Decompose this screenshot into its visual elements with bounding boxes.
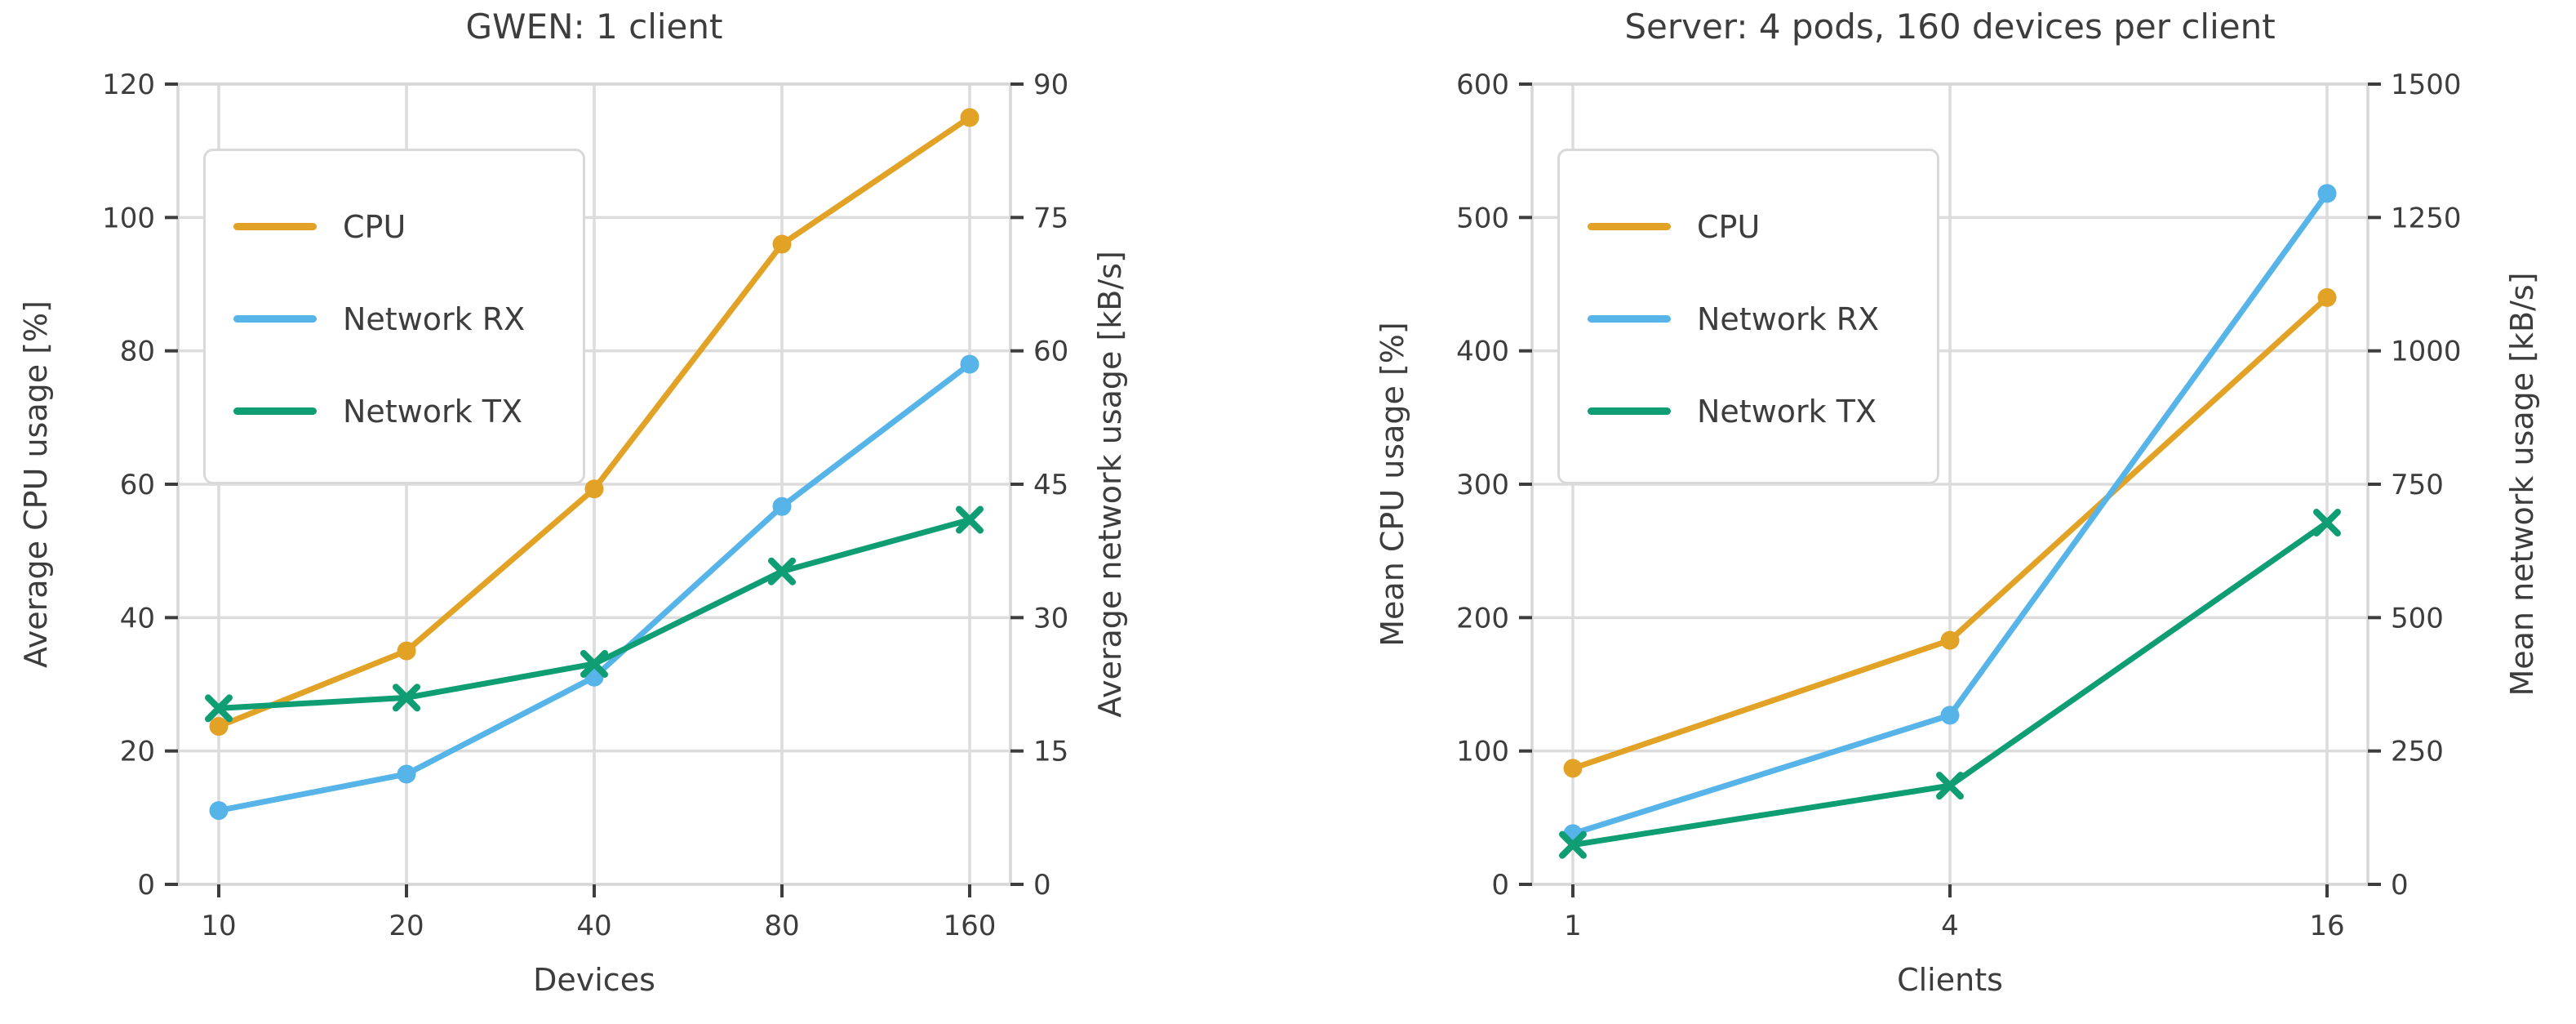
x-axis-tick-label: 4	[1941, 910, 1959, 942]
y-axis-tick-label-right: 75	[1033, 202, 1068, 234]
y-axis-tick-label-left: 300	[1456, 469, 1509, 501]
data-point-marker	[1940, 706, 1960, 725]
y-axis-tick-label-left: 40	[120, 602, 155, 634]
y-axis-tick-label-right: 0	[1033, 869, 1051, 902]
chart-right-ylabel-left: Mean CPU usage [%]	[1375, 322, 1410, 647]
y-axis-tick-label-left: 0	[1491, 869, 1509, 902]
y-axis-tick-label-left: 200	[1456, 602, 1509, 634]
legend-label: CPU	[1697, 208, 1761, 245]
data-point-marker	[397, 641, 416, 661]
y-axis-tick-label-left: 400	[1456, 336, 1509, 368]
data-point-marker	[1940, 630, 1960, 650]
data-point-marker-x	[580, 649, 608, 678]
data-point-marker-x	[393, 683, 420, 712]
data-point-marker-x	[2313, 509, 2341, 537]
x-axis-tick-label: 16	[2309, 910, 2344, 942]
y-axis-tick-label-left: 500	[1456, 202, 1509, 234]
y-axis-tick-label-right: 90	[1033, 69, 1068, 101]
y-axis-tick-label-left: 600	[1456, 69, 1509, 101]
y-axis-tick-label-left: 20	[120, 736, 155, 768]
data-point-marker	[2317, 184, 2337, 203]
chart-right-title: Server: 4 pods, 160 devices per client	[1624, 7, 2276, 47]
data-point-marker	[209, 801, 229, 821]
data-point-marker	[584, 479, 604, 499]
y-axis-tick-label-right: 500	[2391, 602, 2444, 634]
y-axis-tick-label-right: 1500	[2391, 69, 2462, 101]
x-axis-tick-label: 80	[764, 910, 799, 942]
legend-swatch-network-rx	[1588, 315, 1671, 323]
y-axis-tick-label-right: 45	[1033, 469, 1068, 501]
y-axis-tick-label-right: 15	[1033, 736, 1068, 768]
data-point-marker	[209, 716, 229, 736]
legend-item: Network TX	[1588, 365, 1937, 457]
x-axis-tick-label: 40	[576, 910, 611, 942]
data-point-marker-x	[1559, 830, 1587, 859]
chart-left-title: GWEN: 1 client	[465, 7, 723, 47]
data-point-marker	[397, 764, 416, 784]
y-axis-tick-label-left: 120	[102, 69, 155, 101]
legend-label: CPU	[343, 208, 406, 245]
data-point-marker-x	[205, 694, 233, 723]
data-point-marker	[772, 496, 792, 516]
legend: CPU Network RX Network TX	[1557, 149, 1939, 484]
chart-left-ylabel-right: Average network usage [kB/s]	[1092, 251, 1128, 718]
legend-item: Network TX	[233, 365, 583, 457]
legend-label: Network TX	[343, 393, 522, 430]
data-point-marker	[2317, 287, 2337, 307]
y-axis-tick-label-left: 0	[137, 869, 155, 902]
y-axis-tick-label-right: 1000	[2391, 336, 2462, 368]
data-point-marker	[960, 108, 979, 127]
y-axis-tick-label-right: 30	[1033, 602, 1068, 634]
y-axis-tick-label-right: 1250	[2391, 202, 2462, 234]
data-point-marker-x	[1936, 772, 1964, 800]
y-axis-tick-label-left: 80	[120, 336, 155, 368]
chart-left-xlabel: Devices	[533, 962, 655, 998]
legend-item: Network RX	[233, 273, 583, 365]
legend-label: Network RX	[1697, 301, 1880, 337]
legend-swatch-network-rx	[233, 315, 317, 323]
x-axis-tick-label: 160	[944, 910, 997, 942]
data-point-marker	[1563, 759, 1583, 778]
legend-label: Network RX	[343, 301, 526, 337]
x-axis-tick-label: 10	[201, 910, 236, 942]
y-axis-tick-label-left: 100	[102, 202, 155, 234]
y-axis-tick-label-right: 250	[2391, 736, 2444, 768]
legend-swatch-cpu	[1588, 223, 1671, 230]
legend-swatch-network-tx	[233, 407, 317, 415]
y-axis-tick-label-right: 60	[1033, 336, 1068, 368]
data-point-marker-x	[768, 557, 796, 585]
y-axis-tick-label-left: 60	[120, 469, 155, 501]
y-axis-tick-label-right: 0	[2391, 869, 2409, 902]
data-point-marker-x	[956, 505, 984, 534]
legend-label: Network TX	[1697, 393, 1876, 430]
legend-item: Network RX	[1588, 273, 1937, 365]
chart-left-ylabel-left: Average CPU usage [%]	[18, 301, 54, 668]
legend-swatch-network-tx	[1588, 407, 1671, 415]
data-point-marker	[960, 354, 979, 374]
legend: CPU Network RX Network TX	[203, 149, 585, 484]
chart-right-xlabel: Clients	[1897, 962, 2003, 998]
x-axis-tick-label: 1	[1564, 910, 1582, 942]
y-axis-tick-label-left: 100	[1456, 736, 1509, 768]
y-axis-tick-label-right: 750	[2391, 469, 2444, 501]
x-axis-tick-label: 20	[389, 910, 424, 942]
legend-item: CPU	[1588, 180, 1937, 273]
legend-item: CPU	[233, 180, 583, 273]
legend-swatch-cpu	[233, 223, 317, 230]
data-point-marker	[772, 234, 792, 254]
chart-right-ylabel-right: Mean network usage [kB/s]	[2504, 272, 2540, 697]
